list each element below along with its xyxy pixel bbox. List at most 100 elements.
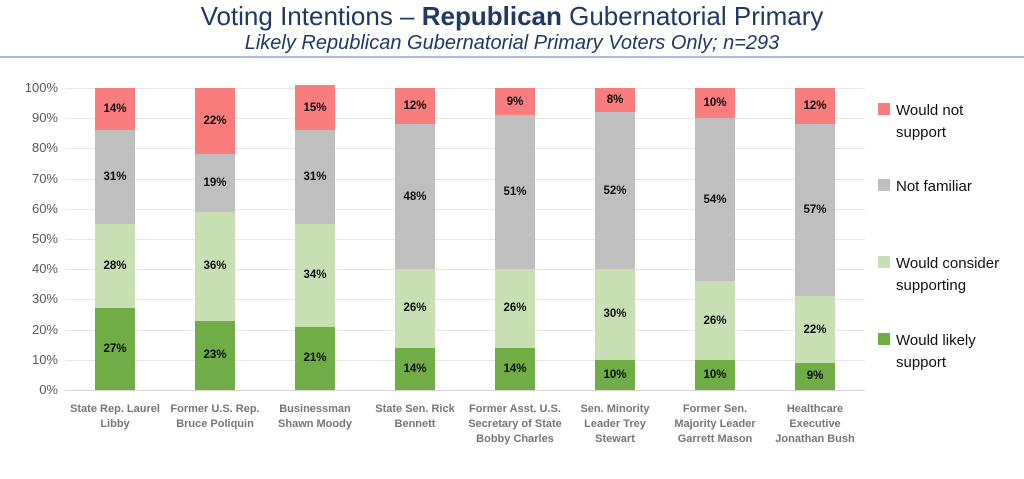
bar-segment-would-consider-supporting: 26% [695, 281, 735, 360]
segment-data-label: 27% [103, 343, 127, 356]
segment-data-label: 9% [806, 370, 824, 383]
segment-data-label: 19% [203, 177, 227, 190]
segment-data-label: 51% [503, 186, 527, 199]
bar-segment-not-familiar: 52% [595, 112, 635, 270]
y-axis-tick-label: 20% [31, 321, 58, 337]
bar-segment-would-consider-supporting: 26% [495, 269, 535, 348]
segment-data-label: 54% [703, 193, 727, 206]
bar-segment-would-not-support: 12% [795, 88, 835, 125]
bar-segment-would-consider-supporting: 28% [95, 223, 135, 309]
bar-segment-not-familiar: 19% [195, 154, 235, 212]
bar-segment-not-familiar: 48% [395, 124, 435, 270]
bar-segment-not-familiar: 31% [295, 130, 335, 224]
title-prefix: Voting Intentions – [200, 1, 422, 31]
gridline [65, 148, 865, 150]
legend-item-would-consider-supporting: Would consider supporting [878, 253, 1024, 297]
title-bold: Republican [421, 1, 562, 31]
segment-data-label: 10% [703, 368, 727, 381]
category-label-businessman-shawn-moody: Businessman Shawn Moody [278, 403, 352, 430]
chart-title: Voting Intentions – Republican Gubernato… [0, 0, 1024, 32]
gridline [65, 239, 865, 240]
gridline [65, 269, 865, 271]
legend-swatch-icon [878, 333, 890, 345]
segment-data-label: 34% [303, 269, 327, 282]
segment-data-label: 10% [603, 368, 627, 381]
bar-segment-not-familiar: 54% [695, 118, 735, 282]
y-axis-tick-label: 100% [24, 80, 58, 95]
category-label-sen-minority-leader-trey-stewart: Sen. Minority Leader Trey Stewart [580, 403, 650, 445]
bar-segment-would-consider-supporting: 36% [195, 211, 235, 321]
gridline [65, 299, 865, 301]
gridline [65, 118, 865, 120]
chart-subtitle: Likely Republican Gubernatorial Primary … [244, 32, 780, 54]
category-label-state-rep-laurel-libby: State Rep. Laurel Libby [70, 403, 160, 430]
segment-data-label: 10% [703, 97, 727, 110]
legend-item-would-likely-support: Would likely support [878, 330, 1024, 374]
bar-segment-would-likely-support: 14% [495, 347, 535, 390]
title-separator-line [0, 56, 1024, 58]
segment-data-label: 31% [303, 171, 327, 184]
bar-segment-would-likely-support: 23% [195, 320, 235, 390]
segment-data-label: 26% [403, 302, 427, 315]
bar-segment-would-likely-support: 9% [795, 362, 835, 390]
segment-data-label: 14% [403, 362, 427, 375]
legend-item-not-familiar: Not familiar [878, 176, 1024, 198]
segment-data-label: 52% [603, 184, 627, 197]
bar-segment-would-consider-supporting: 26% [395, 269, 435, 348]
bar-segment-would-consider-supporting: 30% [595, 269, 635, 360]
segment-data-label: 21% [303, 352, 327, 365]
bar-segment-would-not-support: 14% [95, 88, 135, 131]
bar-segment-not-familiar: 51% [495, 115, 535, 270]
y-axis-tick-label: 60% [31, 200, 58, 216]
segment-data-label: 15% [303, 101, 327, 114]
bar-segment-would-likely-support: 10% [595, 359, 635, 390]
bar-segment-would-consider-supporting: 22% [795, 296, 835, 363]
legend-item-would-not-support: Would not support [878, 100, 1024, 144]
y-axis-tick-label: 0% [39, 382, 58, 397]
bar-segment-would-not-support: 9% [495, 88, 535, 116]
x-axis-line [65, 390, 865, 391]
bar-segment-would-likely-support: 10% [695, 359, 735, 390]
category-label-state-sen-rick-bennett: State Sen. Rick Bennett [375, 403, 455, 430]
segment-data-label: 26% [503, 302, 527, 315]
y-axis-tick-label: 80% [31, 140, 58, 156]
legend-swatch-icon [878, 179, 890, 191]
bar-segment-would-likely-support: 14% [395, 347, 435, 390]
legend-swatch-icon [878, 256, 890, 268]
y-axis-tick-label: 90% [31, 110, 58, 126]
segment-data-label: 22% [803, 323, 827, 336]
gridline [65, 208, 865, 210]
segment-data-label: 28% [103, 260, 127, 273]
segment-data-label: 57% [803, 204, 827, 217]
y-axis-tick-label: 10% [31, 351, 58, 367]
bar-segment-would-consider-supporting: 34% [295, 223, 335, 327]
y-axis-tick-label: 70% [31, 170, 58, 186]
segment-data-label: 36% [203, 260, 227, 273]
bar-segment-would-likely-support: 21% [295, 326, 335, 390]
legend-label: Would likely support [896, 332, 976, 371]
segment-data-label: 8% [606, 94, 624, 107]
y-axis-tick-label: 40% [31, 261, 58, 277]
bar-segment-would-not-support: 22% [195, 88, 235, 155]
segment-data-label: 26% [703, 314, 727, 327]
bar-segment-not-familiar: 57% [795, 124, 835, 297]
y-axis-tick-label: 50% [31, 231, 58, 246]
category-label-former-asst-u-s-secretary-of-state-bobby-charles: Former Asst. U.S. Secretary of State Bob… [468, 403, 562, 445]
bar-segment-would-not-support: 8% [595, 88, 635, 113]
bar-segment-would-likely-support: 27% [95, 308, 135, 390]
legend-swatch-icon [878, 103, 890, 115]
segment-data-label: 23% [203, 349, 227, 362]
bar-segment-would-not-support: 12% [395, 88, 435, 125]
segment-data-label: 48% [403, 190, 427, 203]
legend-label: Would not support [896, 102, 964, 141]
segment-data-label: 14% [503, 362, 527, 375]
segment-data-label: 22% [203, 115, 227, 128]
segment-data-label: 9% [506, 95, 524, 108]
bar-segment-would-not-support: 10% [695, 88, 735, 119]
legend-label: Not familiar [896, 178, 972, 195]
segment-data-label: 14% [103, 103, 127, 116]
segment-data-label: 12% [403, 100, 427, 113]
segment-data-label: 30% [603, 308, 627, 321]
